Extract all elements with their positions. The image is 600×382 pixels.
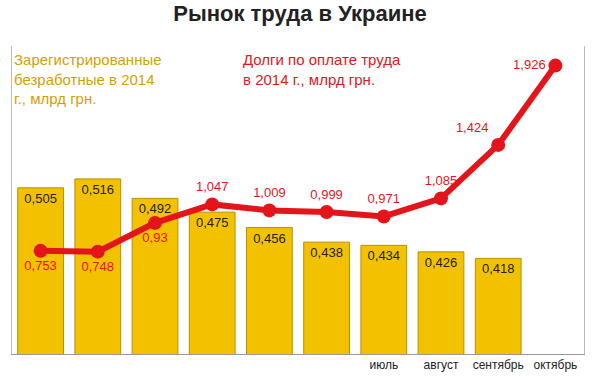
- svg-text:Рынок труда в Украине: Рынок труда в Украине: [173, 1, 426, 26]
- svg-text:0,999: 0,999: [310, 187, 343, 202]
- svg-text:1,009: 1,009: [253, 185, 286, 200]
- svg-text:Долги по оплате трудав 2014 г.: Долги по оплате трудав 2014 г., млрд грн…: [243, 51, 401, 88]
- svg-text:0,456: 0,456: [253, 231, 286, 246]
- svg-text:август: август: [424, 358, 459, 372]
- svg-text:0,475: 0,475: [196, 215, 229, 230]
- svg-text:сентябрь: сентябрь: [473, 358, 524, 372]
- svg-text:0,748: 0,748: [82, 259, 115, 274]
- svg-text:1,047: 1,047: [196, 179, 229, 194]
- svg-text:Зарегистрированныебезработные: Зарегистрированныебезработные в 2014г., …: [14, 51, 162, 107]
- svg-text:0,434: 0,434: [368, 248, 401, 263]
- svg-text:июль: июль: [369, 358, 398, 372]
- svg-text:0,971: 0,971: [368, 191, 401, 206]
- svg-text:1,085: 1,085: [425, 173, 458, 188]
- svg-text:1,926: 1,926: [513, 57, 546, 72]
- svg-text:0,753: 0,753: [24, 258, 57, 273]
- svg-text:0,505: 0,505: [24, 191, 57, 206]
- svg-text:0,426: 0,426: [425, 255, 458, 270]
- svg-text:1,424: 1,424: [456, 120, 489, 135]
- svg-text:октябрь: октябрь: [533, 358, 577, 372]
- svg-text:0,418: 0,418: [482, 261, 515, 276]
- svg-text:0,93: 0,93: [142, 230, 167, 245]
- svg-text:0,516: 0,516: [82, 182, 115, 197]
- svg-text:0,438: 0,438: [310, 245, 343, 260]
- svg-text:0,492: 0,492: [139, 201, 172, 216]
